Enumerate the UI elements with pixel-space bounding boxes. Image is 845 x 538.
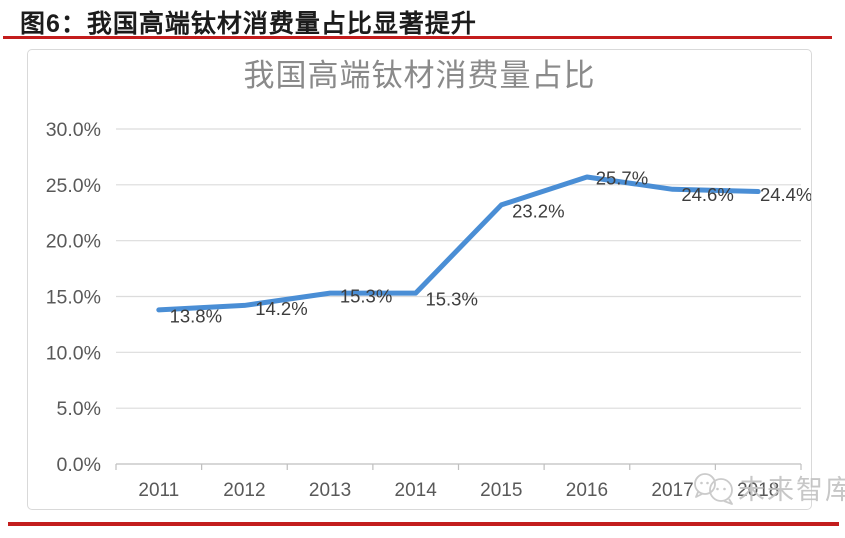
line-chart: 0.0% 5.0% 10.0% 15.0% 20.0% 25.0% 30.0% 2011 201… (46, 119, 811, 501)
footer-rule (8, 522, 839, 526)
y-tick-label: 20.0% (46, 231, 101, 253)
y-tick-label: 25.0% (46, 175, 101, 197)
data-label: 13.8% (170, 305, 222, 326)
data-label: 24.6% (681, 184, 733, 205)
data-label: 24.4% (760, 184, 811, 205)
figure-header: 图6：我国高端钛材消费量占比显著提升 (20, 4, 477, 40)
x-tick-label: 2014 (395, 480, 438, 501)
data-label: 23.2% (512, 200, 564, 221)
x-tick-label: 2017 (651, 480, 693, 501)
chart-container: 我国高端钛材消费量占比 0.0% 5.0% 10.0% 15.0% 20.0% 25.0%… (27, 49, 812, 510)
y-tick-label: 5.0% (57, 398, 101, 420)
header-rule (3, 36, 832, 39)
chat-bubbles-icon (694, 472, 733, 505)
y-tick-label: 15.0% (46, 287, 101, 309)
y-tick-label: 30.0% (46, 119, 101, 141)
series-line (156, 174, 761, 313)
x-tick-label: 2013 (309, 480, 351, 501)
watermark-text: 未来智库 (738, 475, 845, 505)
x-tick-label: 2011 (138, 480, 179, 501)
x-tick-label: 2016 (566, 480, 608, 501)
data-label: 15.3% (425, 289, 477, 310)
x-tick-label: 2018 (737, 480, 779, 501)
x-tick-label: 2012 (223, 480, 265, 501)
y-tick-label: 10.0% (46, 342, 101, 364)
watermark: 未来智库 (692, 468, 845, 507)
x-tick-label: 2015 (480, 480, 522, 501)
y-tick-label: 0.0% (57, 454, 101, 476)
data-label: 25.7% (596, 168, 648, 189)
data-label: 15.3% (340, 286, 392, 307)
data-label: 14.2% (255, 298, 307, 319)
figure-title: 图6：我国高端钛材消费量占比显著提升 (20, 10, 477, 38)
